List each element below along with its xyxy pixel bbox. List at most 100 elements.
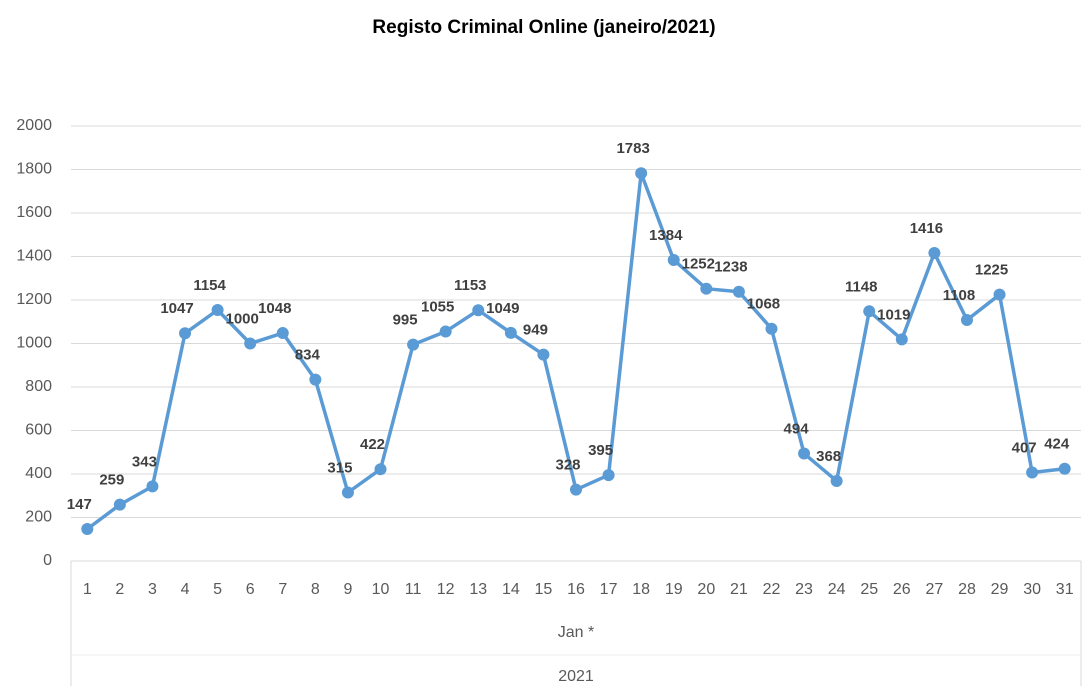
x-tick-label: 20 xyxy=(697,581,715,598)
x-tick-label: 30 xyxy=(1023,581,1041,598)
marker xyxy=(732,285,745,298)
marker xyxy=(407,338,420,351)
data-label: 424 xyxy=(1044,436,1070,453)
data-label: 1047 xyxy=(160,300,193,317)
x-tick-label: 10 xyxy=(372,581,390,598)
marker xyxy=(244,337,257,350)
data-label: 494 xyxy=(784,421,810,438)
marker xyxy=(439,325,452,338)
marker xyxy=(211,304,224,317)
y-tick-label: 1800 xyxy=(16,161,52,178)
marker xyxy=(504,326,517,339)
data-label: 834 xyxy=(295,347,321,364)
y-tick-label: 2000 xyxy=(16,117,52,134)
y-tick-label: 200 xyxy=(25,509,52,526)
data-label: 1384 xyxy=(649,227,683,244)
x-group-label: Jan * xyxy=(558,624,594,641)
y-tick-label: 600 xyxy=(25,422,52,439)
x-tick-label: 18 xyxy=(632,581,650,598)
x-tick-label: 27 xyxy=(925,581,943,598)
data-label: 1416 xyxy=(910,220,943,237)
marker xyxy=(537,348,550,361)
x-tick-label: 5 xyxy=(213,581,222,598)
x-tick-label: 28 xyxy=(958,581,976,598)
x-tick-label: 9 xyxy=(343,581,352,598)
marker xyxy=(635,167,648,180)
marker xyxy=(309,373,322,386)
marker xyxy=(374,463,387,476)
marker xyxy=(113,498,126,511)
marker xyxy=(341,486,354,499)
marker xyxy=(765,322,778,335)
data-label: 315 xyxy=(327,459,352,476)
x-tick-label: 7 xyxy=(278,581,287,598)
data-label: 422 xyxy=(360,436,385,453)
y-tick-label: 1200 xyxy=(16,291,52,308)
marker xyxy=(570,483,582,496)
x-tick-label: 26 xyxy=(893,581,911,598)
x-tick-label: 23 xyxy=(795,581,813,598)
marker xyxy=(700,282,713,295)
marker xyxy=(602,469,615,482)
data-label: 1154 xyxy=(193,277,226,294)
chart-title: Registo Criminal Online (janeiro/2021) xyxy=(372,17,715,38)
marker xyxy=(895,333,908,346)
x-tick-label: 1 xyxy=(83,581,92,598)
marker xyxy=(667,253,680,266)
x-tick-label: 13 xyxy=(469,581,487,598)
marker xyxy=(472,304,485,317)
data-label: 328 xyxy=(555,457,580,474)
y-tick-label: 0 xyxy=(43,552,52,569)
data-label: 1153 xyxy=(454,277,487,294)
data-label: 1049 xyxy=(486,300,519,317)
data-label: 395 xyxy=(588,442,613,459)
data-label: 259 xyxy=(99,472,124,489)
y-tick-label: 1600 xyxy=(16,204,52,221)
data-label: 1225 xyxy=(975,262,1008,279)
y-tick-label: 800 xyxy=(25,378,52,395)
data-label: 1108 xyxy=(943,287,976,304)
data-label: 407 xyxy=(1012,439,1037,456)
marker xyxy=(81,523,94,536)
marker xyxy=(146,480,159,493)
x-tick-label: 16 xyxy=(567,581,585,598)
data-label: 1068 xyxy=(747,296,780,313)
x-tick-label: 2 xyxy=(115,581,124,598)
x-tick-label: 29 xyxy=(991,581,1009,598)
x-tick-label: 15 xyxy=(535,581,553,598)
x-tick-label: 17 xyxy=(600,581,618,598)
data-label: 1048 xyxy=(258,300,291,317)
x-tick-label: 19 xyxy=(665,581,683,598)
marker xyxy=(1058,462,1071,475)
x-tick-label: 24 xyxy=(828,581,846,598)
data-label: 1238 xyxy=(714,259,747,276)
data-label: 343 xyxy=(132,453,157,470)
x-tick-label: 31 xyxy=(1056,581,1074,598)
data-label: 949 xyxy=(523,322,548,339)
x-tick-label: 14 xyxy=(502,581,520,598)
marker xyxy=(863,305,876,318)
data-label: 995 xyxy=(393,312,418,329)
y-tick-label: 400 xyxy=(25,465,52,482)
marker xyxy=(798,447,811,460)
y-tick-label: 1000 xyxy=(16,335,52,352)
x-tick-label: 3 xyxy=(148,581,157,598)
data-label: 368 xyxy=(816,448,841,465)
x-tick-label: 12 xyxy=(437,581,455,598)
x-tick-label: 6 xyxy=(246,581,255,598)
marker xyxy=(179,327,192,340)
x-tick-label: 21 xyxy=(730,581,748,598)
data-label: 1019 xyxy=(877,306,910,323)
x-tick-label: 11 xyxy=(405,581,422,598)
marker xyxy=(993,288,1006,301)
data-label: 1148 xyxy=(845,278,878,295)
x-group-label: 2021 xyxy=(558,668,594,685)
marker xyxy=(928,247,941,260)
x-tick-label: 22 xyxy=(763,581,781,598)
x-tick-label: 8 xyxy=(311,581,320,598)
data-label: 1783 xyxy=(616,140,649,157)
data-label: 1252 xyxy=(682,256,715,273)
marker xyxy=(1026,466,1039,479)
